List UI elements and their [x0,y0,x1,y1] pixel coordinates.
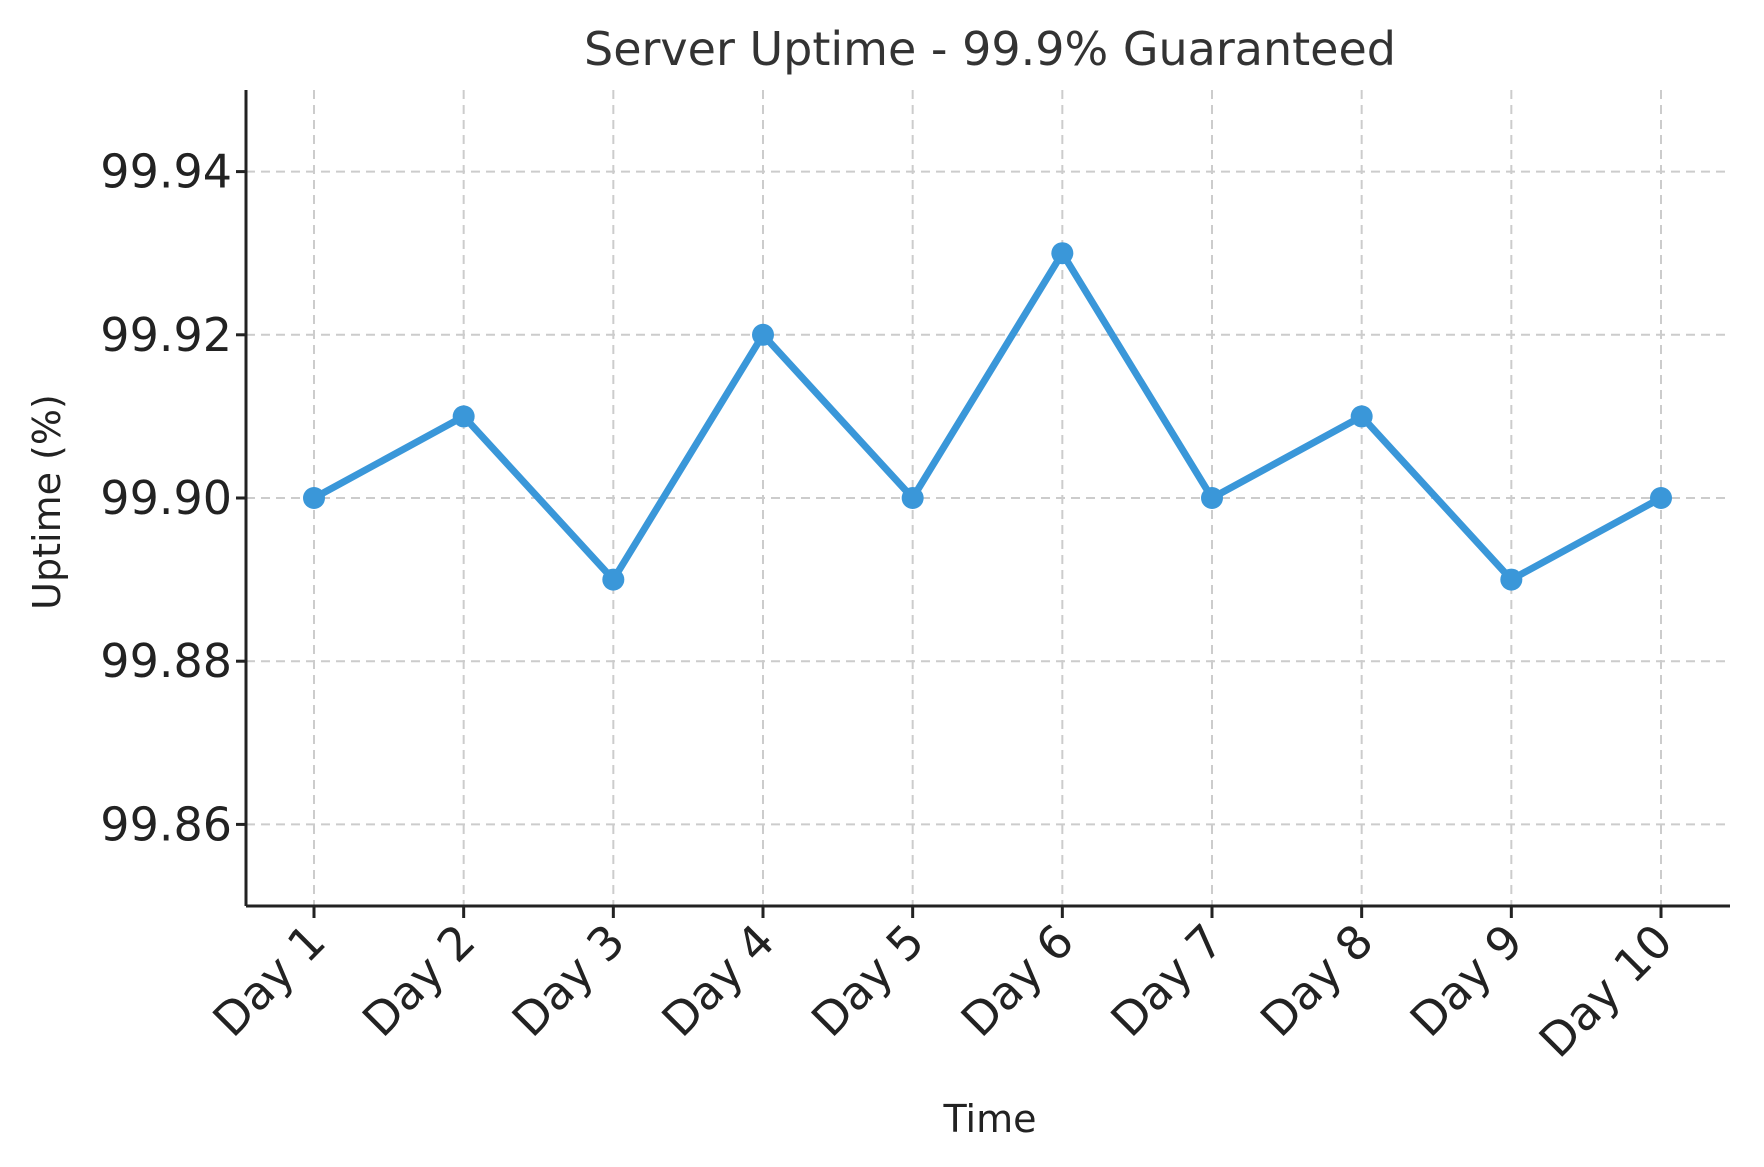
x-tick-label: Day 8 [1250,914,1383,1047]
data-point [1500,568,1523,591]
x-tick-label: Day 7 [1100,914,1233,1047]
grid [246,90,1730,906]
data-point [1350,405,1373,428]
y-tick-label: 99.94 [100,145,232,199]
series [303,242,1672,591]
data-point [602,568,625,591]
x-axis-label: Time [943,1097,1037,1141]
x-tick-label: Day 2 [352,914,485,1047]
data-point [452,405,475,428]
y-axis-label: Uptime (%) [25,394,69,610]
y-tick-label: 99.86 [100,797,232,851]
y-tick-label: 99.88 [100,634,232,688]
x-tick-label: Day 3 [502,914,635,1047]
x-tick-label: Day 4 [651,914,784,1047]
ticks: 99.86 99.88 99.90 99.92 99.94 Day 1 Day 2 Day 3… [100,145,1682,1068]
data-point [1051,242,1074,265]
data-point [901,487,924,509]
x-tick-label: Day 5 [801,914,934,1047]
y-tick-label: 99.92 [100,308,232,362]
data-point [1650,487,1672,509]
x-tick-label: Day 10 [1529,914,1683,1068]
series-line [310,249,1665,584]
data-point [1201,487,1223,509]
data-point [752,323,774,346]
x-tick-label: Day 9 [1400,914,1533,1047]
y-tick-label: 99.90 [100,471,232,525]
data-point [303,487,325,509]
x-tick-label: Day 1 [202,914,335,1047]
chart-title: Server Uptime - 99.9% Guaranteed [584,22,1396,76]
x-tick-label: Day 6 [951,914,1084,1047]
